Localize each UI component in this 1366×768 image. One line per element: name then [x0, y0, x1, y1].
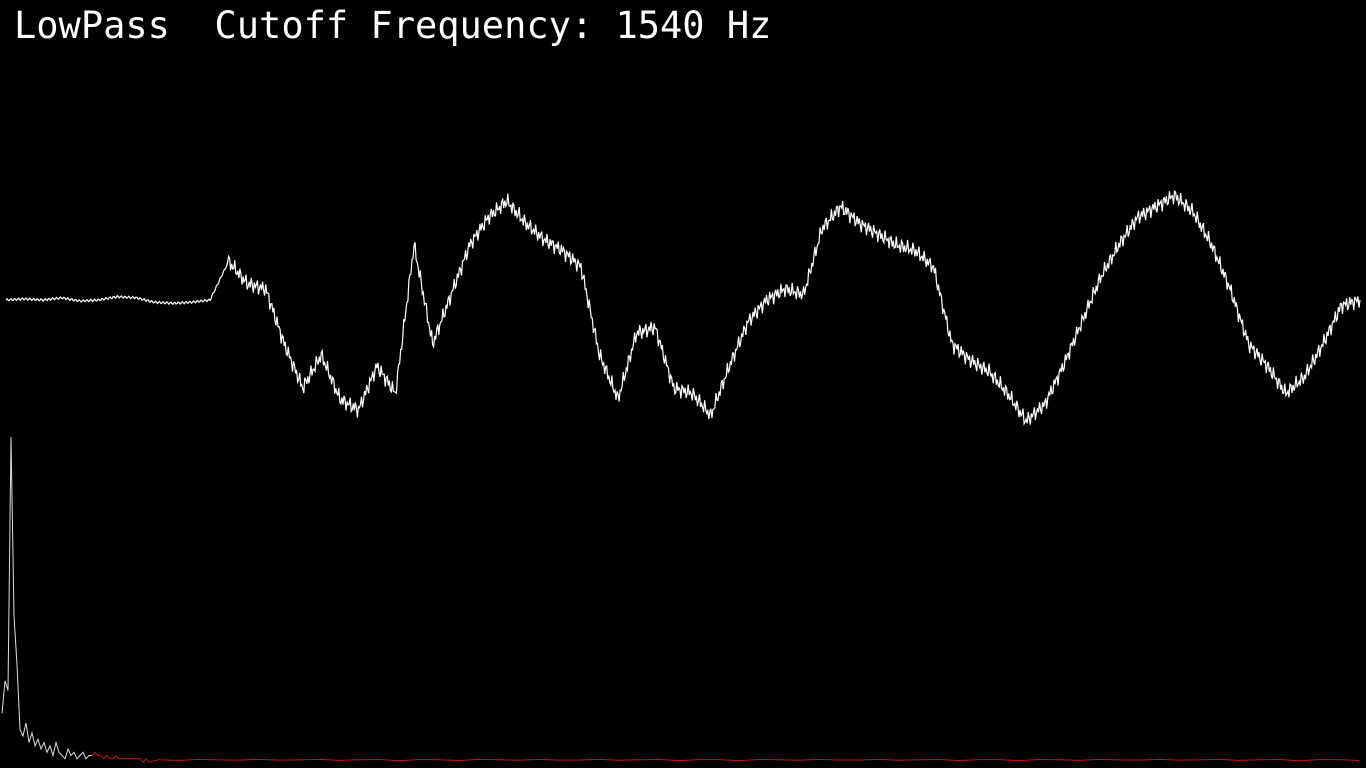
- filter-status-line: LowPass Cutoff Frequency: 1540 Hz: [14, 4, 771, 48]
- spectrum-plot: [1, 436, 1360, 763]
- spectrum-passband-line: [1, 436, 92, 760]
- spectrum-stopband-line: [91, 751, 1360, 763]
- cutoff-label: Cutoff Frequency:: [214, 4, 594, 47]
- waveform-plot: [5, 189, 1361, 426]
- cutoff-value: 1540 Hz: [615, 4, 772, 47]
- filter-type-label: LowPass: [14, 4, 170, 47]
- waveform-line: [5, 189, 1361, 426]
